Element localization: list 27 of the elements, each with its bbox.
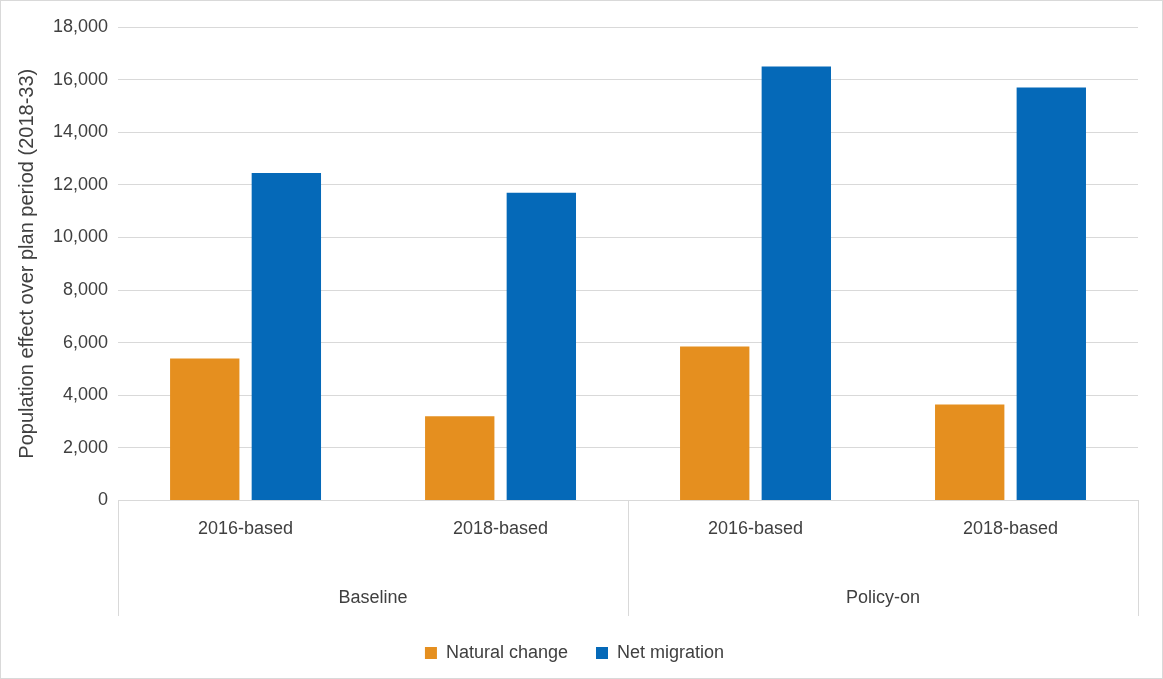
x-tick-label: 2018-based [452, 518, 549, 539]
bar [680, 346, 750, 500]
y-tick-label: 16,000 [52, 68, 109, 89]
bar [251, 172, 322, 500]
legend-label: Natural change [445, 641, 569, 662]
y-tick-label: 14,000 [52, 121, 109, 142]
y-tick-label: 8,000 [63, 278, 109, 299]
x-tick-label: 2016-based [707, 518, 804, 539]
y-tick-label: 10,000 [52, 226, 109, 247]
bar [170, 358, 240, 500]
y-tick-label: 0 [98, 489, 109, 510]
text: Policy-on [846, 586, 921, 607]
y-tick-label: 2,000 [63, 436, 109, 457]
y-tick-label: 12,000 [52, 173, 109, 194]
y-tick-label: 4,000 [63, 384, 109, 405]
bar [506, 192, 577, 500]
x-tick-label: 2016-based [198, 518, 294, 539]
y-axis-title: Population effect over plan period (2018-33) [14, 68, 37, 459]
legend-label: Net migration [617, 641, 725, 662]
y-tick-label: 6,000 [63, 331, 109, 352]
bar [761, 66, 831, 500]
y-tick-label: 18,000 [52, 15, 109, 36]
text: Baseline [338, 586, 408, 607]
x-tick-label: 2018-based [962, 518, 1059, 539]
bar [1016, 87, 1086, 500]
bar [425, 416, 495, 500]
bar [935, 404, 1005, 500]
